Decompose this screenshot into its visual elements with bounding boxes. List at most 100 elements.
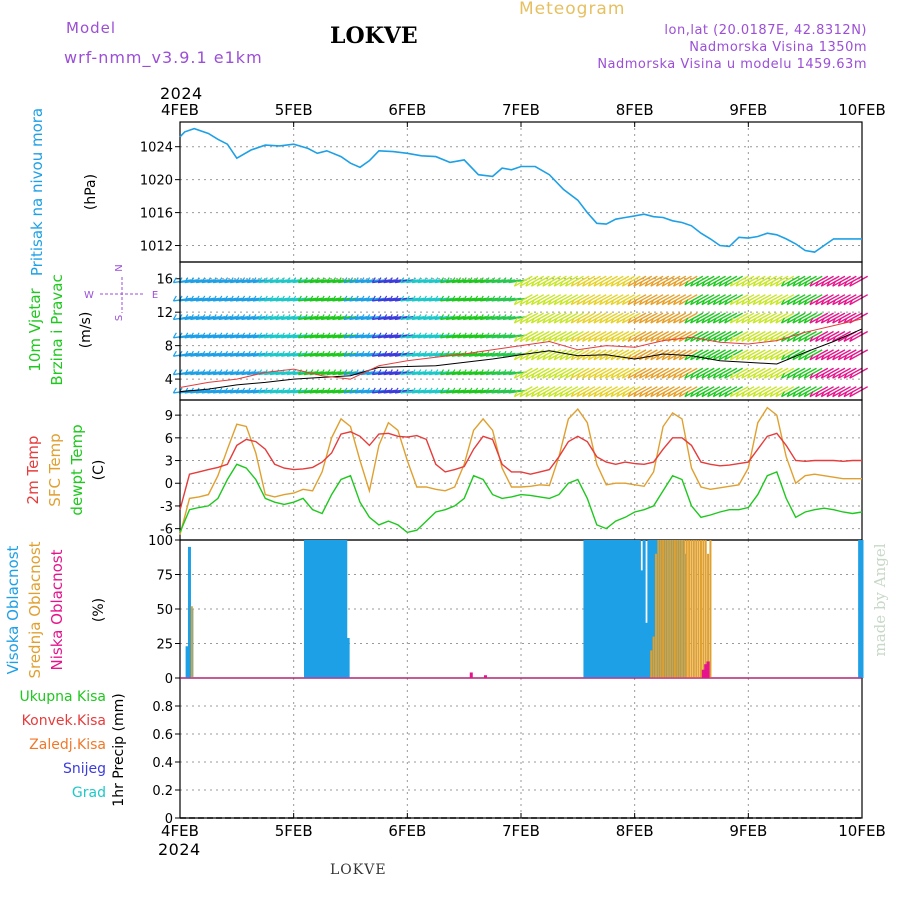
wind-barb-flag [530,336,535,342]
wind-barb-flag [525,299,530,305]
wind-barb [752,312,772,324]
wind-barb-flag [314,277,319,283]
wind-barb [587,386,607,398]
wind-barb [286,389,306,394]
wind-barb-flag [690,372,695,379]
wind-barb [213,352,232,357]
wind-barb [639,275,658,287]
wind-barb [803,330,823,342]
wind-barb-flag [565,280,570,287]
wind-barb-flag [826,372,831,379]
wind-barb-flag [650,280,655,287]
wind-barb [207,371,226,376]
wind-barb-flag [468,277,473,283]
wind-barb [781,386,800,398]
wind-barb-flag [627,336,632,342]
cloud-bar-0 [315,540,319,678]
wind-barb-flag [667,280,672,287]
wind-barb-flag [206,332,211,339]
wind-barb [247,371,266,376]
wind-barb [497,371,516,376]
wind-barb-flag [792,280,797,287]
wind-barb [417,315,436,321]
wind-barb [826,330,846,342]
wind-barb [480,352,499,357]
wind-barb-flag [582,372,587,379]
wind-barb [525,275,545,287]
wind-barb [690,330,709,342]
cloud-bar-0 [313,540,317,678]
wind-barb [480,371,499,376]
wind-barb-flag [729,336,734,342]
wind-barb-flag [474,332,479,339]
wind-barb-flag [513,317,518,324]
wind-barb [849,349,869,361]
wind-barb [826,367,846,379]
wind-barb-flag [377,350,382,357]
wind-barb-flag [252,387,257,394]
wind-barb [275,389,294,394]
wind-barb [587,330,607,342]
wind-barb-flag [258,332,263,339]
wind-barb-flag [565,391,570,397]
wind-barb-flag [326,369,331,375]
wind-barb [729,275,749,287]
wind-barb-flag [695,391,700,397]
wind-barb [604,330,624,342]
wind-barb [349,389,368,394]
wind-barb-flag [820,372,825,379]
wind-barb [457,315,476,321]
wind-barb [377,334,397,339]
wind-barb [741,330,761,342]
wind-barb [195,297,215,302]
wind-barb [326,389,345,394]
wind-barb-flag [377,295,382,302]
wind-barb [695,367,715,379]
wind-barb-flag [763,354,768,361]
wind-barb-flag [457,277,462,283]
wind-barb-flag [229,350,234,357]
wind-barb-flag [849,280,854,287]
wind-barb [343,297,362,302]
wind-barb-flag [576,336,581,342]
wind-barb [764,275,783,287]
wind-barb [809,275,829,287]
wind-barb-flag [269,277,274,283]
wind-barb [764,386,783,398]
wind-barb [741,386,761,398]
wind-barb [457,371,476,376]
wind-barb [656,330,675,342]
wind-barb [656,367,675,379]
wind-barb [355,389,374,394]
wind-barb-flag [349,369,354,375]
wind-barb [741,312,761,324]
wind-barb-flag [297,314,302,320]
wind-barb-flag [195,314,200,320]
wind-barb-flag [604,336,609,342]
wind-barb-flag [837,280,842,287]
wind-barb-flag [786,391,791,397]
wind-barb [360,352,380,357]
wind-barb-flag [331,350,337,357]
wind-barb-flag [331,332,337,339]
wind-barb-flag [565,336,570,342]
wind-barb-flag [292,350,297,357]
wind-barb [502,371,522,376]
wind-barb [451,371,470,376]
wind-barb [758,349,778,361]
wind-barb-flag [366,314,371,320]
wind-barb [190,352,209,357]
wind-barb-flag [775,317,780,324]
wind-barb-flag [775,299,780,305]
wind-barb-flag [320,277,325,283]
wind-barb-flag [434,277,439,283]
wind-barb [394,334,414,339]
wind-barb-flag [405,277,410,283]
x-tick-bottom-label: 4FEB [161,822,199,840]
temp-axis-title-dewpt: dewpt Temp [68,424,86,515]
wind-barb-flag [479,277,484,283]
wind-barb-flag [314,332,319,339]
wind-barb [309,389,328,394]
wind-barb [531,386,550,398]
wind-barb-flag [349,350,354,357]
